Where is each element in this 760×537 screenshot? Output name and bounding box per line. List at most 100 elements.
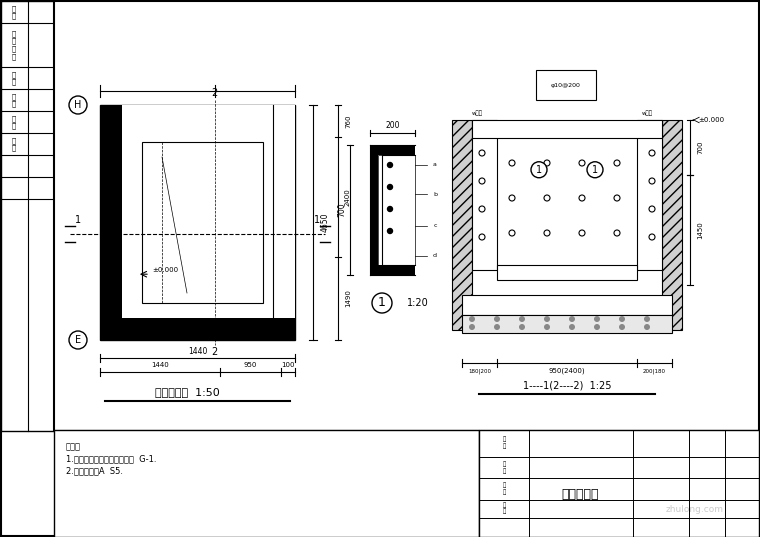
Text: ±0.000: ±0.000 [698,117,724,123]
Circle shape [544,230,550,236]
Circle shape [614,230,620,236]
Text: w钢筋: w钢筋 [642,110,653,116]
Text: 1: 1 [378,296,386,309]
Text: 1450: 1450 [697,221,703,239]
Circle shape [479,234,485,240]
Circle shape [649,234,655,240]
Text: 1: 1 [314,215,320,225]
Text: 1: 1 [592,165,598,175]
Circle shape [372,293,392,313]
Bar [472,120,497,270]
Text: b: b [433,192,437,197]
Circle shape [579,195,585,201]
Circle shape [544,324,550,330]
Circle shape [614,160,620,166]
Text: 制
图: 制 图 [12,71,16,85]
Text: ±0.000: ±0.000 [152,266,178,272]
Text: 审
核: 审 核 [12,115,16,129]
Text: 2: 2 [211,88,217,98]
Circle shape [388,185,392,190]
Text: 1440: 1440 [151,362,169,368]
Circle shape [519,316,525,322]
Text: 950: 950 [244,362,257,368]
Text: φ10@200: φ10@200 [550,83,581,88]
Text: 工
程: 工 程 [502,461,506,474]
Text: 1: 1 [536,165,542,175]
Text: 700: 700 [697,141,703,154]
Bar [536,70,596,100]
Circle shape [579,160,585,166]
Circle shape [519,324,525,330]
Text: 1----1(2----2)  1:25: 1----1(2----2) 1:25 [523,380,611,390]
Bar [1,1,54,431]
Circle shape [587,162,603,178]
Text: 4650: 4650 [321,213,330,232]
Text: 项
目: 项 目 [502,437,506,449]
Circle shape [644,316,650,322]
Circle shape [479,150,485,156]
Text: 1:20: 1:20 [407,298,429,308]
Bar [54,1,759,431]
Bar [637,120,662,270]
Circle shape [494,316,500,322]
Text: w钢筋: w钢筋 [472,110,483,116]
Text: 建
设: 建 设 [502,483,506,495]
Circle shape [509,160,515,166]
Bar [54,430,479,537]
Text: 2400: 2400 [345,188,351,206]
Text: 760: 760 [345,114,351,128]
Circle shape [388,229,392,234]
Text: 日
期: 日 期 [12,137,16,151]
Bar [452,120,472,330]
Bar [142,142,263,303]
Circle shape [494,324,500,330]
Circle shape [469,316,475,322]
Text: 1.混凝土强度等级见结构图纸  G-1.: 1.混凝土强度等级见结构图纸 G-1. [66,454,157,463]
Circle shape [479,178,485,184]
Circle shape [649,178,655,184]
Bar [462,315,672,333]
Circle shape [388,163,392,168]
Circle shape [479,206,485,212]
Text: 设
计: 设 计 [502,502,506,514]
Bar [122,318,273,340]
Circle shape [69,331,87,349]
Circle shape [619,324,625,330]
Text: 1440: 1440 [188,346,207,355]
Bar [479,430,759,537]
Text: H: H [74,100,81,110]
Circle shape [469,324,475,330]
Bar [370,145,415,155]
Circle shape [569,316,575,322]
Text: 200: 200 [385,121,400,130]
Text: 工
程
编
号: 工 程 编 号 [12,30,16,60]
Text: 1490: 1490 [345,289,351,308]
Text: c: c [433,223,437,228]
Text: 集水井平面  1:50: 集水井平面 1:50 [155,387,220,397]
Circle shape [69,96,87,114]
Circle shape [619,316,625,322]
Bar [122,105,295,318]
Circle shape [579,230,585,236]
Text: 说明：: 说明： [66,442,81,451]
Text: 950(2400): 950(2400) [549,368,585,374]
Circle shape [531,162,547,178]
Circle shape [388,207,392,212]
Bar [370,145,378,275]
Bar [662,120,682,330]
Bar [472,120,662,138]
Text: a: a [433,162,437,167]
Circle shape [649,206,655,212]
Text: 200|180: 200|180 [643,368,666,374]
Circle shape [509,195,515,201]
Circle shape [649,150,655,156]
Text: 100: 100 [281,362,295,368]
Circle shape [569,324,575,330]
Circle shape [594,324,600,330]
Text: 2: 2 [211,347,217,357]
Bar [497,265,637,280]
Text: zhulong.com: zhulong.com [666,505,724,514]
Text: d: d [433,253,437,258]
Text: 版
别: 版 别 [12,5,16,19]
Text: 校
对: 校 对 [12,93,16,107]
